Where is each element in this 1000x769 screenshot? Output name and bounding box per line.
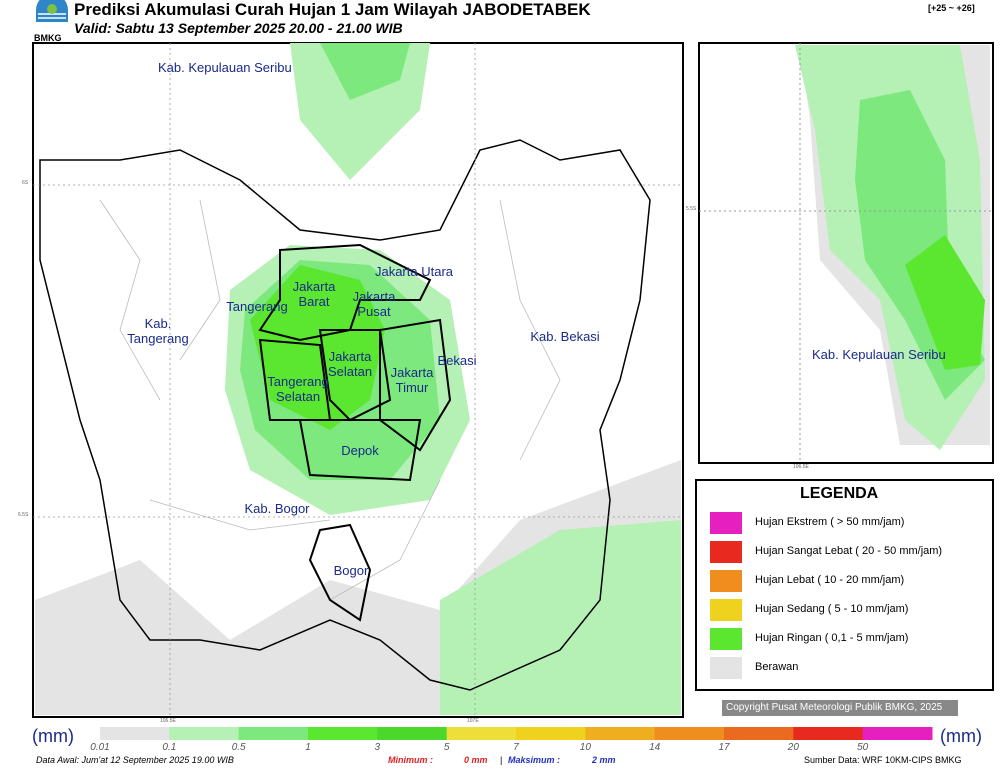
inset-map: [698, 42, 994, 464]
minimum-value: 0 mm: [464, 755, 488, 765]
legend-swatch: [710, 541, 742, 563]
lon-label: 106.5E: [793, 464, 809, 470]
copyright-bg: [722, 700, 958, 716]
colorbar-tick: 50: [857, 742, 869, 753]
logo-text: BMKG: [34, 33, 62, 43]
region-label: Depok: [341, 443, 379, 458]
colorbar-segment: [100, 727, 170, 740]
colorbar-tick: 20: [787, 742, 799, 753]
colorbar-segment: [724, 727, 794, 740]
colorbar-tick: 17: [718, 742, 730, 753]
colorbar-segment: [169, 727, 240, 740]
main-map: [32, 42, 684, 718]
valid-time: Valid: Sabtu 13 September 2025 20.00 - 2…: [74, 20, 403, 36]
legend-box: [695, 479, 994, 691]
logo: [36, 0, 68, 22]
legend-label: Hujan Lebat ( 10 - 20 mm/jam): [755, 574, 905, 586]
colorbar-tick: 0.1: [162, 742, 177, 753]
legend-swatch: [710, 570, 742, 592]
lon-label: 106.5E: [160, 718, 176, 724]
unit-right: (mm): [940, 726, 982, 746]
region-label: Kab. Bekasi: [530, 329, 600, 344]
legend-label: Hujan Sangat Lebat ( 20 - 50 mm/jam): [755, 545, 943, 557]
colorbar-tick: 0.01: [90, 742, 110, 753]
region-label: Jakarta Utara: [374, 264, 454, 279]
region-label: Bekasi: [437, 353, 477, 368]
colorbar-tick: 14: [649, 742, 661, 753]
colorbar-segment: [516, 727, 586, 740]
colorbar-segment: [793, 727, 864, 740]
colorbar-segment: [308, 727, 378, 740]
colorbar-segment: [654, 727, 725, 740]
region-label: Kab. Tangerang: [127, 316, 189, 346]
lat-label: 6.5S: [18, 512, 29, 518]
source: Sumber Data: WRF 10KM-CIPS BMKG: [804, 755, 962, 765]
legend-swatch: [710, 599, 742, 621]
legend-label: Berawan: [755, 661, 799, 673]
range: [+25 ~ +26]: [928, 3, 975, 13]
maximum-value: 2 mm: [592, 755, 616, 765]
region-label: Tangerang Selatan: [267, 374, 329, 404]
legend-swatch: [710, 512, 742, 534]
colorbar-tick: 1: [305, 742, 311, 753]
title: Prediksi Akumulasi Curah Hujan 1 Jam Wil…: [74, 0, 591, 19]
legend-swatch: [710, 628, 742, 650]
colorbar: [100, 727, 933, 740]
region-label: Jakarta Selatan: [327, 349, 373, 379]
region-label: Jakarta Barat: [292, 279, 336, 309]
legend-swatch: [710, 657, 742, 679]
colorbar-tick: 7: [513, 742, 519, 753]
unit-left: (mm): [32, 726, 74, 746]
lon-label: 107E: [467, 718, 479, 724]
region-label: Tangerang: [226, 299, 288, 314]
region-label: Jakarta Pusat: [352, 289, 396, 319]
legend-label: Hujan Ekstrem ( > 50 mm/jam): [755, 516, 905, 528]
lat-label: 6S: [22, 180, 29, 186]
colorbar-segment: [238, 727, 309, 740]
colorbar-tick: 10: [579, 742, 591, 753]
lat-label: 5.5S: [686, 206, 697, 212]
legend-title: LEGENDA: [800, 485, 879, 502]
colorbar-tick: 3: [374, 742, 381, 753]
region-label: Kab. Bogor: [244, 501, 310, 516]
colorbar-segment: [585, 727, 656, 740]
copyright: Copyright Pusat Meteorologi Publik BMKG,…: [726, 702, 943, 713]
colorbar-segment: [862, 727, 933, 740]
data-awal: Data Awal: Jum'at 12 September 2025 19.0…: [36, 755, 234, 765]
legend-label: Hujan Ringan ( 0,1 - 5 mm/jam): [755, 632, 909, 644]
legend-label: Hujan Sedang ( 5 - 10 mm/jam): [755, 603, 909, 615]
inset-label: Kab. Kepulauan Seribu: [812, 347, 946, 362]
colorbar-segment: [377, 727, 448, 740]
colorbar-tick: 0.5: [231, 742, 246, 753]
colorbar-tick: 5: [443, 742, 450, 753]
maximum-label: Maksimum :: [508, 755, 561, 765]
separator: |: [500, 755, 503, 765]
minimum-label: Minimum :: [388, 755, 433, 765]
region-label: Jakarta Timur: [390, 365, 434, 395]
region-label: Kab. Kepulauan Seribu: [158, 60, 292, 75]
region-label: Bogor: [333, 563, 369, 578]
colorbar-segment: [446, 727, 517, 740]
